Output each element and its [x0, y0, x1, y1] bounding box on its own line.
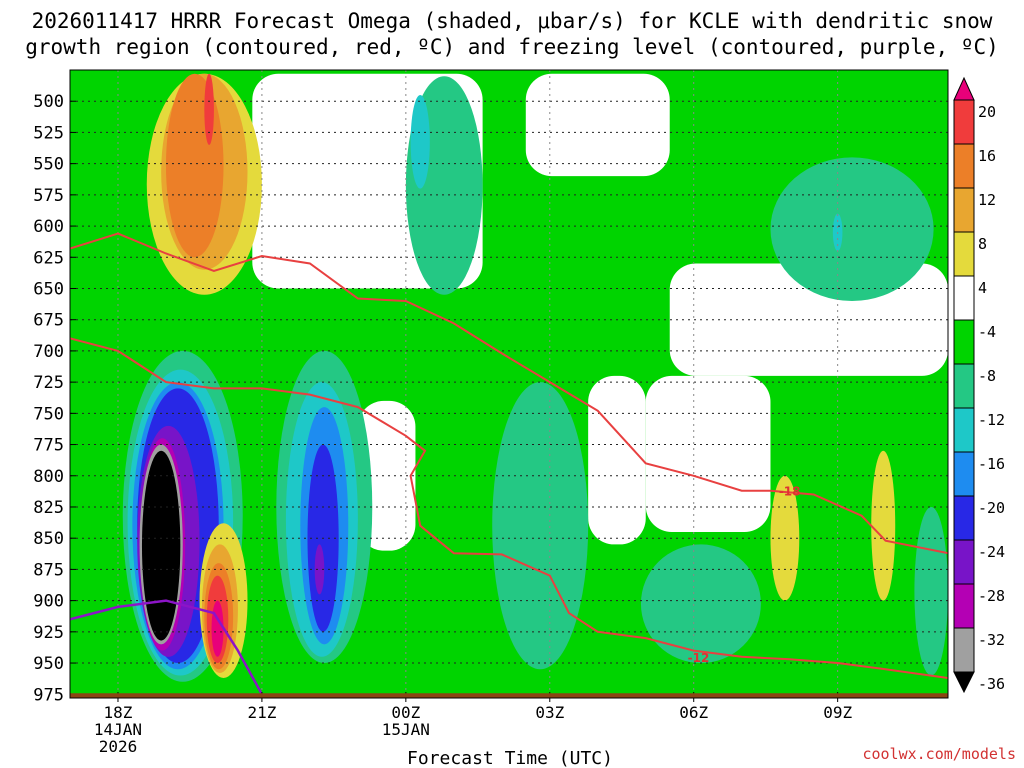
y-tick-label: 625 [33, 248, 64, 268]
colorbar-label: 12 [978, 191, 996, 209]
colorbar-label: -32 [978, 631, 1005, 649]
omega-shaded-region [640, 544, 761, 664]
colorbar-segment [953, 187, 975, 233]
colorbar-segment [953, 99, 975, 145]
chart-title-line2: growth region (contoured, red, ºC) and f… [25, 35, 999, 59]
y-tick-label: 525 [33, 123, 64, 143]
y-tick-label: 500 [33, 92, 64, 112]
x-tick-label: 2026 [99, 737, 138, 756]
colorbar-label: -24 [978, 543, 1005, 561]
chart-title-line1: 2026011417 HRRR Forecast Omega (shaded, … [32, 9, 993, 33]
credit-text: coolwx.com/models [862, 745, 1016, 763]
x-tick-label: 03Z [535, 703, 564, 722]
omega-shaded-region [914, 506, 948, 676]
weak-omega-region [357, 400, 416, 551]
x-axis-label: Forecast Time (UTC) [407, 748, 613, 768]
colorbar-top-arrow [953, 76, 975, 101]
omega-shaded-region [211, 600, 224, 657]
colorbar-segment [953, 539, 975, 585]
colorbar-segment [953, 407, 975, 453]
omega-shaded-region [770, 157, 934, 301]
y-tick-label: 700 [33, 342, 64, 362]
y-tick-label: 975 [33, 685, 64, 705]
colorbar-label: -36 [978, 675, 1005, 693]
colorbar-label: 20 [978, 103, 996, 121]
y-tick-label: 675 [33, 311, 64, 331]
y-tick-label: 850 [33, 529, 64, 549]
dgz-contour-label: -12 [688, 651, 710, 665]
colorbar-segment [953, 363, 975, 409]
x-tick-label: 09Z [823, 703, 852, 722]
colorbar-segment [953, 275, 975, 321]
dgz-contour-line [70, 232, 948, 555]
y-tick-label: 600 [33, 217, 64, 237]
x-tick-label: 14JAN [94, 720, 142, 739]
dgz-contour-label: -18 [779, 485, 801, 499]
weak-omega-region [645, 375, 771, 532]
y-tick-label: 925 [33, 623, 64, 643]
y-tick-label: 550 [33, 155, 64, 175]
colorbar-label: 8 [978, 235, 987, 253]
colorbar-segment [953, 231, 975, 277]
colorbar-label: 16 [978, 147, 996, 165]
y-tick-label: 900 [33, 592, 64, 612]
y-tick-label: 825 [33, 498, 64, 518]
x-tick-label: 00Z [391, 703, 420, 722]
y-tick-label: 950 [33, 654, 64, 674]
colorbar-segment [953, 583, 975, 629]
colorbar-label: -16 [978, 455, 1005, 473]
y-tick-label: 775 [33, 436, 64, 456]
colorbar-bottom-arrow [953, 671, 975, 694]
omega-shaded-region [314, 544, 325, 595]
plot-frame [69, 69, 949, 699]
y-tick-label: 800 [33, 467, 64, 487]
omega-shaded-region [871, 450, 896, 601]
terrain-bar [70, 693, 948, 698]
y-tick-label: 725 [33, 373, 64, 393]
y-tick-label: 875 [33, 560, 64, 580]
freezing-level-contour [70, 599, 263, 695]
omega-shaded-region [204, 73, 214, 145]
x-tick-label: 06Z [679, 703, 708, 722]
x-tick-label: 18Z [104, 703, 133, 722]
colorbar-label: -12 [978, 411, 1005, 429]
omega-shaded-region [410, 94, 430, 189]
colorbar-segment [953, 319, 975, 365]
colorbar-label: 4 [978, 279, 987, 297]
colorbar-label: -28 [978, 587, 1005, 605]
dgz-contour-line [70, 337, 948, 679]
y-tick-label: 750 [33, 404, 64, 424]
colorbar-segment [953, 143, 975, 189]
colorbar-label: -8 [978, 367, 996, 385]
weak-omega-region [525, 73, 670, 177]
x-tick-label: 15JAN [382, 720, 430, 739]
omega-shaded-region [492, 382, 589, 670]
weak-omega-region [588, 375, 646, 545]
y-tick-label: 575 [33, 186, 64, 206]
colorbar-segment [953, 451, 975, 497]
y-tick-label: 650 [33, 279, 64, 299]
colorbar-segment [953, 495, 975, 541]
colorbar-segment [953, 627, 975, 673]
colorbar-label: -4 [978, 323, 996, 341]
colorbar-label: -20 [978, 499, 1005, 517]
omega-shaded-region [141, 450, 181, 641]
x-tick-label: 21Z [247, 703, 276, 722]
